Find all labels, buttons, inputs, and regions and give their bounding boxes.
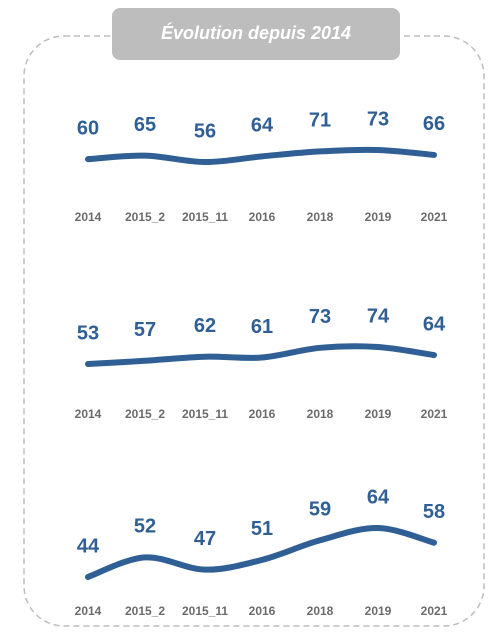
- x-tick-label: 2016: [249, 407, 276, 421]
- x-tick-label: 2016: [249, 210, 276, 224]
- value-label: 64: [367, 486, 390, 508]
- chart-title: Évolution depuis 2014: [161, 22, 351, 43]
- value-label: 44: [77, 535, 100, 557]
- x-tick-label: 2015_2: [125, 407, 165, 421]
- value-label: 60: [77, 117, 99, 139]
- line: [85, 343, 437, 367]
- x-tick-label: 2014: [75, 604, 102, 618]
- x-tick-label: 2018: [307, 210, 334, 224]
- value-label: 51: [251, 518, 273, 540]
- x-tick-label: 2015_2: [125, 604, 165, 618]
- x-tick-label: 2016: [249, 604, 276, 618]
- line: [85, 524, 437, 580]
- value-label: 47: [194, 528, 216, 550]
- x-tick-label: 2015_11: [182, 407, 228, 421]
- value-label: 62: [194, 315, 216, 337]
- x-tick-label: 2021: [421, 604, 448, 618]
- value-label: 53: [77, 322, 99, 344]
- value-label: 73: [367, 108, 389, 130]
- value-label: 74: [367, 305, 390, 327]
- value-label: 58: [423, 501, 445, 523]
- value-label: 52: [134, 516, 156, 538]
- value-label: 59: [309, 499, 331, 521]
- x-tick-label: 2019: [365, 210, 392, 224]
- x-tick-label: 2015_11: [182, 604, 228, 618]
- line: [85, 146, 437, 166]
- value-label: 64: [251, 115, 274, 137]
- value-label: 71: [309, 110, 331, 132]
- x-tick-label: 2021: [421, 407, 448, 421]
- x-tick-label: 2021: [421, 210, 448, 224]
- title-box: [112, 8, 400, 60]
- value-label: 73: [309, 306, 331, 328]
- x-tick-label: 2015_2: [125, 210, 165, 224]
- value-label: 61: [251, 316, 273, 338]
- value-label: 65: [134, 114, 156, 136]
- value-label: 64: [423, 313, 446, 335]
- value-label: 56: [194, 120, 216, 142]
- x-tick-label: 2019: [365, 407, 392, 421]
- x-tick-label: 2014: [75, 210, 102, 224]
- value-label: 57: [134, 319, 156, 341]
- x-tick-label: 2018: [307, 604, 334, 618]
- x-tick-label: 2014: [75, 407, 102, 421]
- value-label: 66: [423, 113, 445, 135]
- x-tick-label: 2018: [307, 407, 334, 421]
- x-tick-label: 2015_11: [182, 210, 228, 224]
- x-tick-label: 2019: [365, 604, 392, 618]
